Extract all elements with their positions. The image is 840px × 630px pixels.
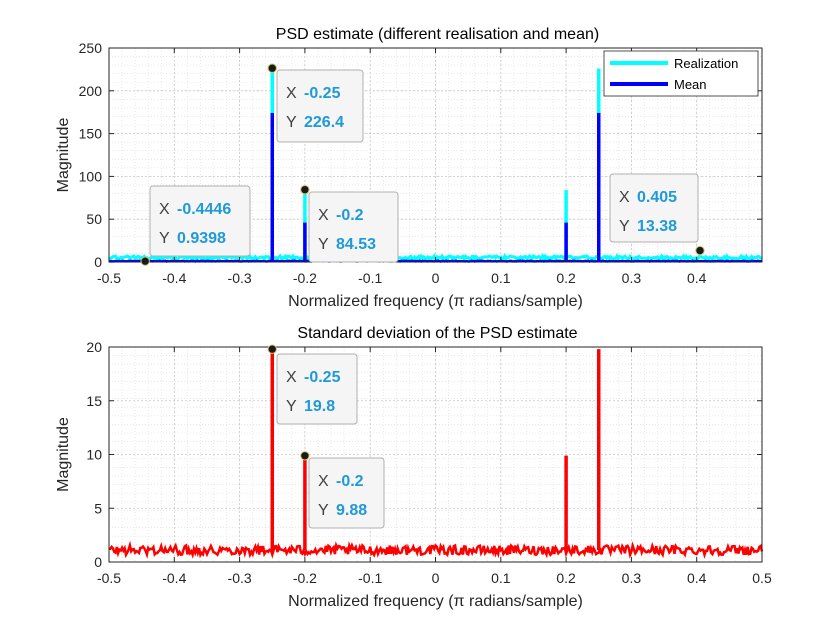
- x-tick-label: -0.4: [162, 570, 186, 586]
- datatip-box: [149, 185, 251, 257]
- datatip-x-key: X: [159, 201, 170, 218]
- datatip: X -0.25 Y 19.8: [267, 344, 358, 425]
- x-axis-label: Normalized frequency (π radians/sample): [288, 593, 583, 610]
- y-tick-label: 200: [79, 83, 103, 99]
- datatip-x-value: -0.2: [336, 207, 364, 224]
- x-tick-label: 0.3: [622, 570, 642, 586]
- datatip-x-value: -0.25: [304, 369, 341, 386]
- x-tick-label: 0.4: [687, 270, 707, 286]
- datatip-marker: [267, 344, 277, 354]
- datatip-box: [308, 191, 399, 263]
- datatip-box: [609, 173, 699, 243]
- datatip-y-value: 226.4: [304, 114, 344, 131]
- x-tick-label: 0.3: [622, 270, 642, 286]
- datatip-y-key: Y: [159, 230, 170, 247]
- datatip-marker: [140, 256, 150, 266]
- x-tick-label: -0.1: [358, 270, 382, 286]
- datatip: X 0.405 Y 13.38: [609, 173, 705, 256]
- y-tick-label: 50: [86, 211, 102, 227]
- datatip-box: [308, 457, 385, 529]
- chart-panel-2: -0.5 -0.4 -0.3 -0.2 -0.1 0 0.1 0.2 0.3 0.4 0.5 0 5 10…: [55, 325, 772, 610]
- datatip-y-key: Y: [286, 398, 297, 415]
- chart-title: Standard deviation of the PSD estimate: [297, 325, 577, 342]
- series-line-1: [108, 540, 764, 560]
- datatip-box: [276, 69, 364, 143]
- y-axis-label: Magnitude: [55, 417, 72, 492]
- y-tick-label: 5: [94, 500, 102, 516]
- datatip-box: [276, 353, 358, 425]
- x-tick-label: 0: [432, 570, 440, 586]
- datatip-y-key: Y: [318, 236, 329, 253]
- datatip-y-value: 19.8: [304, 398, 335, 415]
- x-tick-label: 0.4: [687, 570, 707, 586]
- legend-box: [603, 50, 759, 97]
- datatip-y-value: 84.53: [336, 236, 376, 253]
- x-tick-label: -0.3: [228, 570, 252, 586]
- x-tick-label: 0.2: [556, 270, 576, 286]
- datatip: X -0.25 Y 226.4: [267, 63, 364, 143]
- datatip-marker: [267, 63, 277, 73]
- chart-title: PSD estimate (different realisation and …: [276, 26, 599, 43]
- y-tick-label: 250: [79, 40, 103, 56]
- x-tick-label: 0.1: [491, 270, 511, 286]
- x-axis-label: Normalized frequency (π radians/sample): [288, 293, 583, 310]
- y-tick-label: 15: [86, 393, 102, 409]
- datatip-marker: [300, 184, 310, 195]
- chart-panel-1: -0.5 -0.4 -0.3 -0.2 -0.1 0 0.1 0.2 0.3 0.40501001…: [55, 26, 763, 310]
- x-tick-label: 0.2: [556, 570, 576, 586]
- x-tick-label: -0.4: [162, 270, 186, 286]
- datatip-marker: [300, 451, 310, 461]
- legend-label: Mean: [674, 77, 707, 92]
- datatip-x-value: 0.405: [637, 189, 677, 206]
- datatip-x-key: X: [286, 85, 297, 102]
- datatip-y-value: 13.38: [637, 218, 677, 235]
- x-tick-label: 0.5: [752, 570, 772, 586]
- x-tick-label: -0.2: [293, 570, 317, 586]
- datatip: X -0.2 Y 84.53: [300, 184, 399, 263]
- datatip: X -0.2 Y 9.88: [300, 451, 385, 529]
- datatip-marker: [695, 245, 705, 256]
- x-tick-label: -0.1: [358, 570, 382, 586]
- datatip-x-key: X: [318, 473, 329, 490]
- y-tick-label: 0: [94, 254, 102, 270]
- datatip-x-key: X: [318, 207, 329, 224]
- x-tick-label: -0.2: [293, 270, 317, 286]
- y-axis-label: Magnitude: [55, 118, 72, 193]
- legend: Realization Mean: [603, 50, 759, 97]
- y-tick-label: 10: [86, 447, 102, 463]
- legend-label: Realization: [674, 56, 738, 71]
- datatip-x-value: -0.2: [336, 473, 364, 490]
- datatip-x-value: -0.25: [304, 85, 341, 102]
- datatip-y-key: Y: [286, 114, 297, 131]
- x-tick-label: -0.5: [97, 570, 121, 586]
- x-tick-label: 0: [432, 270, 440, 286]
- y-tick-label: 100: [79, 168, 103, 184]
- datatip: X -0.4446 Y 0.9398: [140, 185, 251, 266]
- y-tick-label: 0: [94, 554, 102, 570]
- datatip-y-value: 9.88: [336, 502, 367, 519]
- datatip-x-value: -0.4446: [177, 201, 231, 218]
- x-tick-label: -0.5: [97, 270, 121, 286]
- datatip-y-key: Y: [619, 218, 630, 235]
- y-tick-label: 150: [79, 126, 103, 142]
- x-tick-label: 0.1: [491, 570, 511, 586]
- y-tick-label: 20: [86, 339, 102, 355]
- datatip-x-key: X: [286, 369, 297, 386]
- datatip-y-value: 0.9398: [177, 230, 226, 247]
- datatip-x-key: X: [619, 189, 630, 206]
- datatip-y-key: Y: [318, 502, 329, 519]
- x-tick-label: -0.3: [228, 270, 252, 286]
